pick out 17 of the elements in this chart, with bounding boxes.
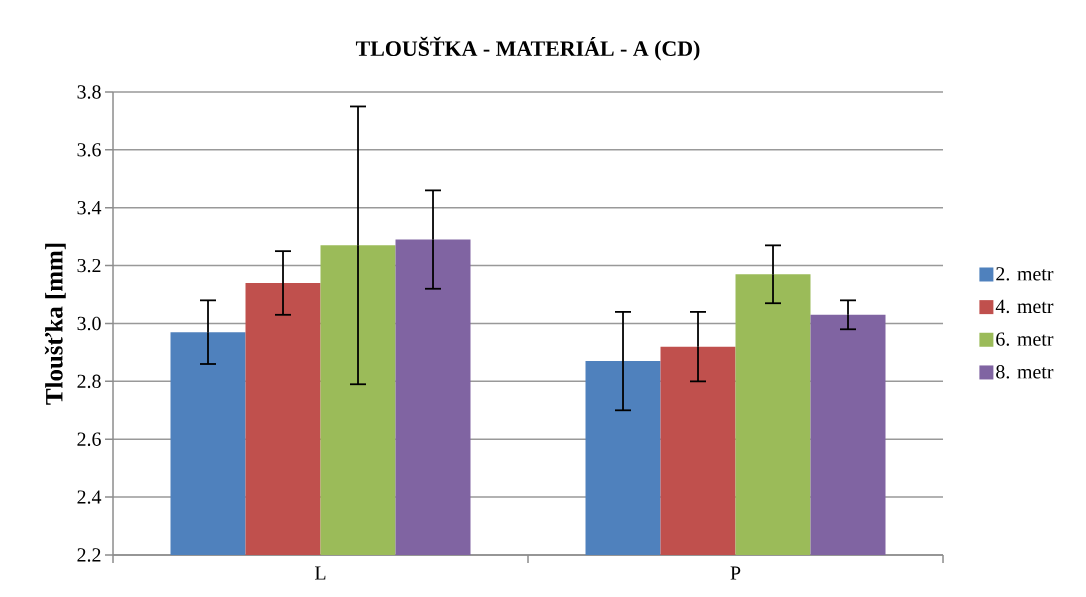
y-tick-label: 2.6 (77, 432, 101, 446)
y-axis-title: Tloušťka [mm] (44, 243, 66, 405)
x-tick-label: P (730, 566, 741, 580)
x-tick-label: L (315, 566, 326, 580)
legend-label: 8. metr (996, 365, 1054, 379)
y-tick-label: 2.2 (77, 548, 101, 562)
y-tick-label: 3.4 (77, 201, 102, 215)
y-tick-label: 2.4 (77, 490, 102, 504)
y-tick-label: 3.6 (77, 143, 101, 157)
legend-label: 6. metr (996, 332, 1054, 346)
chart-title: TLOUŠŤKA - MATERIÁL - A (CD) (355, 36, 700, 61)
y-tick-label: 2.8 (77, 374, 101, 389)
y-tick-label: 3.0 (77, 316, 101, 331)
legend-label: 2. metr (996, 267, 1054, 281)
legend-label: 4. metr (995, 299, 1054, 314)
y-tick-label: 3.8 (77, 85, 101, 99)
y-tick-label: 3.2 (77, 258, 101, 273)
